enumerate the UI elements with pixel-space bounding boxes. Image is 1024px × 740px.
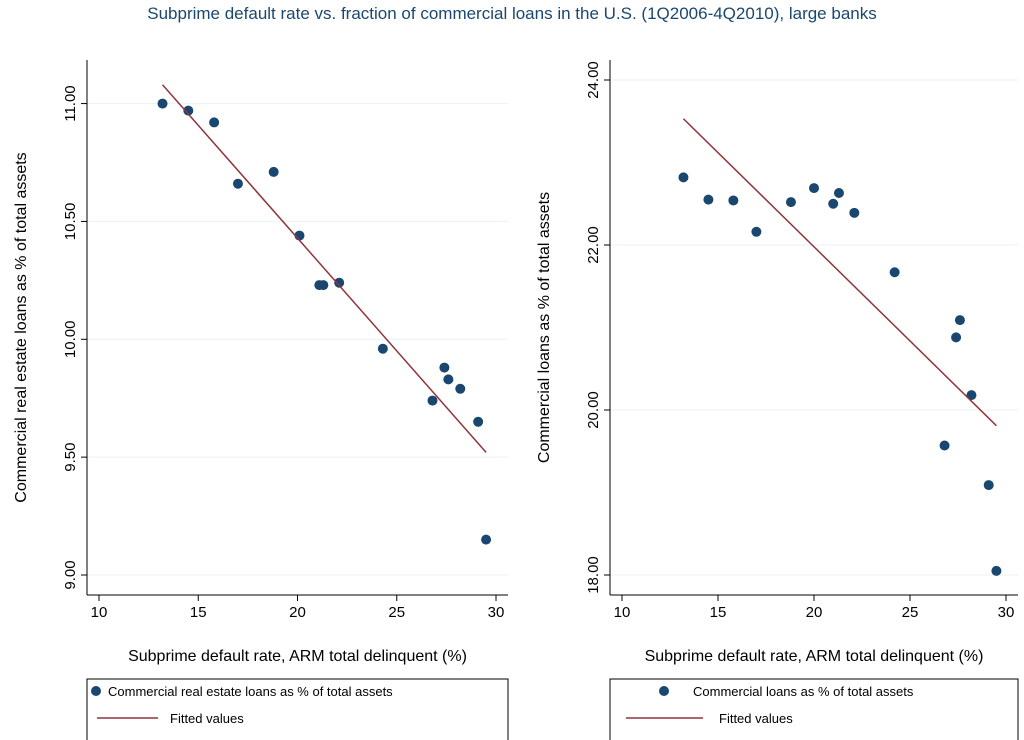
data-point (678, 172, 689, 183)
data-point (443, 374, 454, 385)
chart-title: Subprime default rate vs. fraction of co… (147, 4, 877, 23)
data-point (833, 188, 844, 199)
legend: Commercial real estate loans as % of tot… (86, 678, 509, 740)
data-point (703, 194, 714, 205)
data-point (455, 383, 466, 394)
data-point (318, 280, 329, 291)
data-point (473, 416, 484, 427)
data-point (939, 440, 950, 451)
legend-label: Fitted values (170, 711, 244, 726)
y-tick-label: 20.00 (585, 391, 602, 429)
data-point (377, 343, 388, 354)
y-tick-label: 18.00 (585, 556, 602, 594)
y-tick-label: 9.00 (62, 560, 79, 589)
x-tick-label: 10 (91, 604, 108, 621)
data-point (983, 480, 994, 491)
fitted-line (161, 84, 487, 453)
x-tick-label: 30 (488, 604, 505, 621)
x-tick-label: 15 (190, 604, 207, 621)
y-tick-label: 11.00 (62, 85, 79, 121)
chart-panel-1: 9.00 9.50 10.00 10.50 11.00 10 15 20 25 30 Commerc… (13, 60, 509, 740)
fitted-line (682, 118, 997, 427)
y-tick-label: 9.50 (62, 443, 79, 472)
data-point (991, 565, 1002, 576)
data-point (889, 267, 900, 278)
legend-box (86, 678, 509, 740)
y-axis-title: Commercial real estate loans as % of tot… (13, 152, 30, 502)
x-axis-title: Subprime default rate, ARM total delinqu… (128, 648, 467, 665)
x-tick-label: 25 (388, 604, 405, 621)
data-point (157, 98, 168, 109)
data-point (966, 390, 977, 401)
chart-panel-2: 18.00 20.00 22.00 24.00 10 15 20 25 30 Commercial… (536, 60, 1019, 740)
x-tick-label: 20 (289, 604, 306, 621)
y-tick-label: 10.50 (62, 203, 79, 241)
legend-label: Commercial loans as % of total assets (693, 684, 914, 699)
data-point (809, 183, 819, 194)
x-tick-label: 30 (998, 604, 1015, 621)
y-axis-title: Commercial loans as % of total assets (536, 192, 553, 463)
legend-marker-icon (659, 686, 669, 696)
data-point (785, 197, 796, 208)
data-point (334, 277, 345, 288)
x-axis-title: Subprime default rate, ARM total delinqu… (645, 648, 984, 665)
data-point (849, 207, 860, 218)
legend-label: Fitted values (719, 711, 793, 726)
data-point (828, 198, 839, 209)
data-point (751, 226, 762, 237)
legend: Commercial loans as % of total assets Fit… (609, 678, 1019, 740)
data-point (728, 195, 739, 206)
x-tick-label: 20 (806, 604, 823, 621)
data-point (481, 534, 492, 545)
data-point (232, 178, 243, 189)
y-tick-label: 10.00 (62, 321, 79, 359)
data-point (183, 105, 194, 116)
legend-marker-icon (91, 686, 101, 696)
x-tick-label: 15 (710, 604, 727, 621)
legend-label: Commercial real estate loans as % of tot… (108, 684, 393, 699)
data-point (209, 117, 220, 128)
x-tick-label: 25 (902, 604, 919, 621)
y-tick-label: 22.00 (585, 226, 602, 264)
legend-box (609, 678, 1019, 740)
data-point (439, 362, 450, 373)
x-tick-label: 10 (614, 604, 631, 621)
data-point (427, 395, 438, 406)
data-point (954, 315, 965, 326)
data-point (268, 166, 279, 177)
y-tick-label: 24.00 (585, 61, 602, 99)
data-point (951, 332, 962, 343)
